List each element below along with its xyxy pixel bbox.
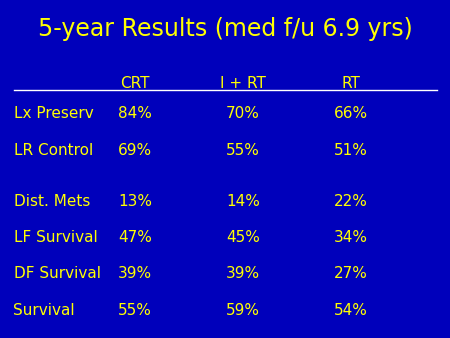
Text: 84%: 84%	[118, 106, 152, 121]
Text: 59%: 59%	[226, 303, 260, 317]
Text: Dist. Mets: Dist. Mets	[14, 194, 90, 209]
Text: 27%: 27%	[334, 266, 368, 281]
Text: 39%: 39%	[118, 266, 152, 281]
Text: 13%: 13%	[118, 194, 152, 209]
Text: 66%: 66%	[334, 106, 368, 121]
Text: 47%: 47%	[118, 230, 152, 245]
Text: 55%: 55%	[226, 143, 260, 158]
Text: 45%: 45%	[226, 230, 260, 245]
Text: I + RT: I + RT	[220, 76, 266, 91]
Text: Survival: Survival	[14, 303, 75, 317]
Text: LR Control: LR Control	[14, 143, 93, 158]
Text: 69%: 69%	[118, 143, 152, 158]
Text: 54%: 54%	[334, 303, 368, 317]
Text: CRT: CRT	[120, 76, 150, 91]
Text: 51%: 51%	[334, 143, 368, 158]
Text: Lx Preserv: Lx Preserv	[14, 106, 93, 121]
Text: 39%: 39%	[226, 266, 260, 281]
Text: 34%: 34%	[334, 230, 368, 245]
Text: LF Survival: LF Survival	[14, 230, 97, 245]
Text: 5-year Results (med f/u 6.9 yrs): 5-year Results (med f/u 6.9 yrs)	[38, 17, 412, 41]
Text: RT: RT	[342, 76, 360, 91]
Text: DF Survival: DF Survival	[14, 266, 100, 281]
Text: 70%: 70%	[226, 106, 260, 121]
Text: 14%: 14%	[226, 194, 260, 209]
Text: 22%: 22%	[334, 194, 368, 209]
Text: 55%: 55%	[118, 303, 152, 317]
